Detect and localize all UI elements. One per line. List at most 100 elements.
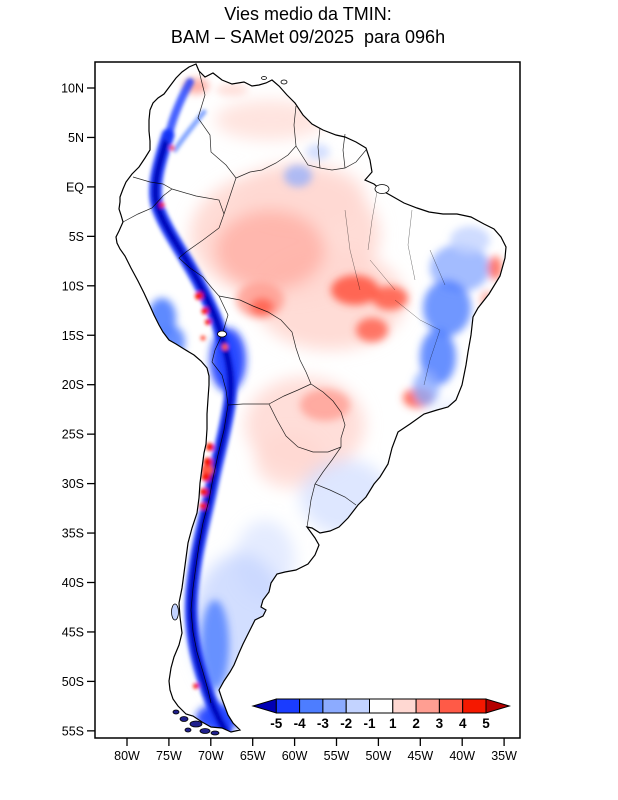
map-graphic-element [235,520,295,600]
map-graphic-element [211,361,229,406]
map-graphic-element [206,443,214,451]
map-graphic-element [218,295,312,385]
colorbar-box [345,698,371,714]
colorbar-legend: -5 -4 -3 -2 -1 1 2 3 4 5 [251,698,512,731]
islands [171,76,390,736]
chiloe-island [171,603,179,621]
bias-patches [148,78,502,732]
lat-tick-label: 15S [62,329,84,343]
colorbar-label: 2 [412,716,420,731]
lat-tick-label: 10S [62,279,84,293]
map-graphic-element [268,403,342,453]
lon-tick-label: 35W [491,749,517,763]
map-graphic-element [203,457,213,467]
lat-tick-label: 55S [62,724,84,738]
map-graphic-element [407,209,416,281]
andes-band [148,78,238,732]
map-graphic-element [314,446,342,485]
colorbar-box [392,698,417,714]
map-graphic-element [122,188,173,223]
map-graphic-element [450,226,490,254]
map-graphic-element [216,84,248,96]
lat-tick-label: 30S [62,477,84,491]
latitude-axis: 10N 5N EQ 5S 10S 15S 20S 25S 30S 35S 40S 45S 50S 55S [61,82,95,738]
fuegian-island [179,716,189,722]
map-graphic-element [356,318,388,342]
map-graphic-element [201,600,229,690]
map-graphic-element [199,502,207,510]
figure-title-line2: BAM – SAMet 09/2025 para 096h [171,27,445,47]
map-graphic-element [164,78,194,142]
map-graphic-element [300,389,350,421]
map-graphic-element [429,249,446,286]
colorbar-label: -2 [340,716,352,731]
map-graphic-element [423,329,441,386]
colorbar-label: -3 [317,716,329,731]
map-graphic-element [222,344,228,350]
colorbar-box [438,698,464,714]
map-graphic-element [394,299,441,331]
country-borders [122,70,367,704]
colorbar-label: 4 [459,716,467,731]
lat-tick-label: 20S [62,378,84,392]
map-graphic-element [481,291,493,309]
colorbar-label: 3 [436,716,444,731]
lon-tick-label: 70W [198,749,224,763]
map-graphic-element [344,209,361,291]
map-graphic-element [342,133,346,169]
lat-tick-label: EQ [66,180,84,194]
colorbar-arrow-right [485,698,512,714]
marajo-island [374,184,390,194]
map-graphic-element [215,100,325,140]
map-graphic-element [314,483,357,506]
state-borders [344,185,446,386]
longitude-axis: 80W 75W 70W 65W 60W 55W 50W 45W 40W 35W [114,738,517,763]
lon-tick-label: 55W [324,749,350,763]
map-graphic-element [193,683,199,689]
lat-tick-label: 45S [62,625,84,639]
lon-tick-label: 80W [114,749,140,763]
map-graphic-element [369,259,396,291]
margarita-island [261,76,267,80]
map-graphic-element [200,335,206,341]
lat-tick-label: 10N [61,82,84,96]
map-graphic-element [284,165,312,187]
map-graphic-element [201,472,211,482]
map-graphic-element [488,256,502,280]
map-graphic-element [152,131,234,732]
map-graphic-element [293,105,297,147]
trinidad-island [280,79,288,85]
map-graphic-element [159,202,165,208]
map-graphic-element [215,210,325,290]
colorbar-label: 1 [389,716,397,731]
map-graphic-element [306,483,316,528]
fuegian-island [189,720,203,728]
colorbar-box [322,698,347,714]
map-graphic-element [235,145,297,179]
map-graphic-element [201,307,209,315]
lon-tick-label: 45W [407,749,433,763]
colorbar-box [369,698,394,714]
map-frame [94,61,521,739]
map-graphic-element [268,383,312,405]
colorbar-label: 5 [482,716,490,731]
fuegian-island [199,728,211,734]
map-graphic-element [195,292,203,300]
map-graphic-element [171,188,225,215]
lon-tick-label: 40W [449,749,475,763]
lon-tick-label: 75W [156,749,182,763]
map-graphic-element [372,286,408,310]
colorbar-label: -5 [270,716,282,731]
colorbar-box [462,698,487,714]
map-graphic-element [218,177,237,229]
lat-tick-label: 50S [62,675,84,689]
map-graphic-element [200,488,208,496]
map-graphic-element [172,109,207,153]
map-graphic-element [331,275,379,305]
colorbar-box [415,698,440,714]
colorbar-box [299,698,324,714]
lake-titicaca [217,330,227,338]
map-graphic-element [190,404,229,704]
colorbar-label: -1 [363,716,375,731]
